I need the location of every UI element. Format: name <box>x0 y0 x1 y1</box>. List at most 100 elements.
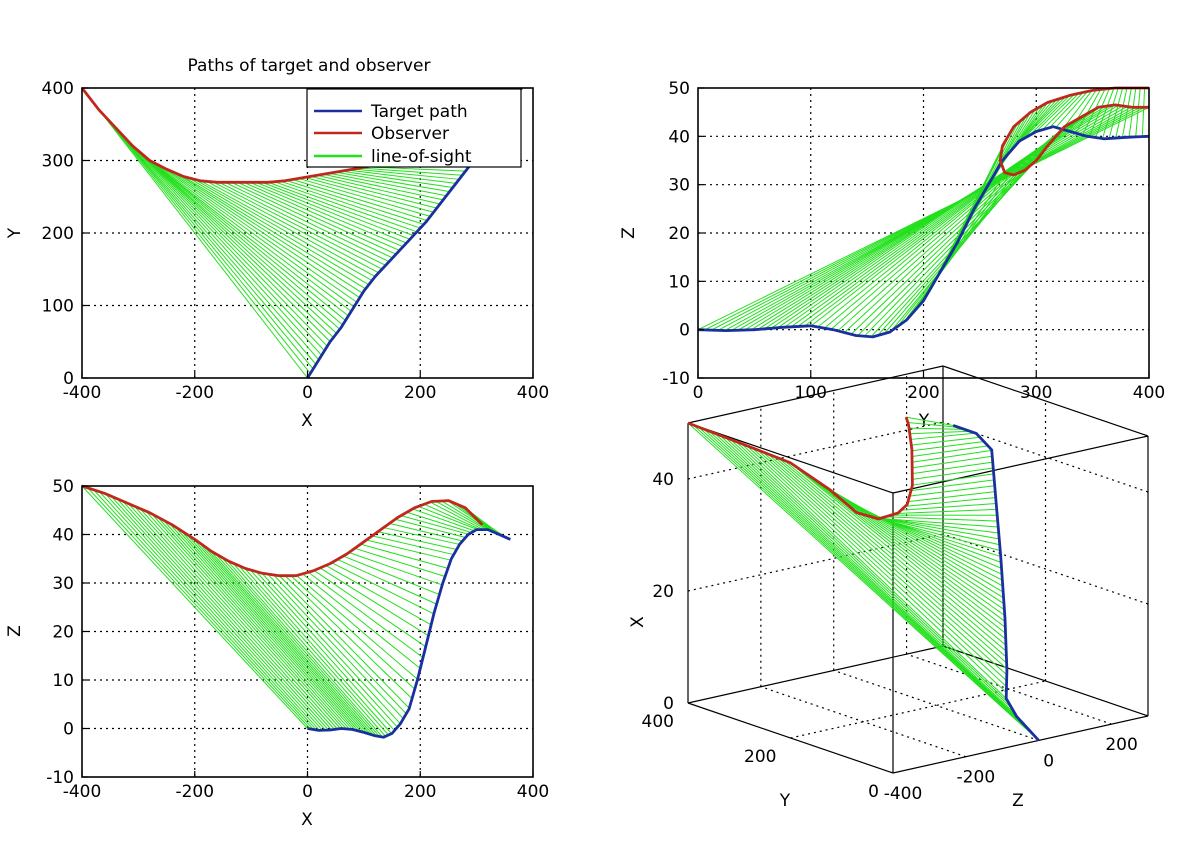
line-of-sight-segment <box>1101 87 1119 139</box>
line-of-sight-segment <box>103 115 323 356</box>
line-of-sight-segment <box>424 503 481 531</box>
line-of-sight-segment <box>168 522 353 730</box>
line-of-sight-segment <box>296 575 418 680</box>
line-of-sight-segment <box>261 572 401 725</box>
line-of-sight-segment <box>365 166 466 172</box>
line-of-sight-segment <box>746 445 1007 688</box>
line-of-sight-segment <box>840 498 1003 575</box>
line-of-sight-segment <box>170 170 360 299</box>
line-of-sight-segment <box>224 181 390 263</box>
axes-box-edge <box>942 365 1149 437</box>
line-of-sight-segment <box>158 164 355 308</box>
line-of-sight-segment <box>147 158 349 317</box>
series-observer-path <box>687 416 914 521</box>
line-of-sight-segment <box>218 181 386 266</box>
line-of-sight-segment <box>830 129 1062 330</box>
gridline-3d <box>942 533 1149 605</box>
line-of-sight-segment <box>400 515 469 535</box>
axes-box-edge <box>687 702 894 774</box>
y-tick-label: 400 <box>42 79 74 99</box>
line-of-sight-segment <box>194 178 373 282</box>
line-of-sight-segment <box>395 518 466 539</box>
line-of-sight-segment <box>87 487 311 730</box>
line-of-sight-segment <box>104 493 320 731</box>
line-of-sight-segment <box>1121 87 1132 138</box>
y-tick-label: 0 <box>63 720 74 740</box>
line-of-sight-segment <box>1022 96 1066 140</box>
x-tick-label: 300 <box>1020 383 1052 403</box>
line-of-sight-segment <box>94 104 317 365</box>
line-of-sight-segment <box>717 106 1137 331</box>
x-tick-label: 100 <box>795 383 827 403</box>
z-axis-label: X <box>628 616 648 628</box>
axes-box-edge <box>942 645 1149 717</box>
line-of-sight-segment <box>142 154 346 321</box>
z-tick-label: 40 <box>652 470 674 490</box>
line-of-sight-segment <box>1062 90 1093 130</box>
line-of-sight-segment <box>280 180 421 229</box>
line-of-sight-segment <box>412 508 475 532</box>
line-of-sight-segment <box>911 436 980 446</box>
line-of-sight-segment <box>824 125 1067 329</box>
axes-box-edge <box>687 365 944 424</box>
line-of-sight-segment <box>244 567 392 734</box>
line-of-sight-segment <box>337 558 437 605</box>
legend-entry-target: Target path <box>370 102 468 122</box>
line-of-sight-segment <box>116 498 326 731</box>
line-of-sight-segment <box>798 468 1006 628</box>
line-of-sight-segment <box>1141 87 1146 137</box>
line-of-sight-segment <box>911 445 989 457</box>
series-target-path <box>952 424 1040 742</box>
line-of-sight-segment <box>714 432 1019 720</box>
line-of-sight-segment <box>286 180 424 225</box>
line-of-sight-segment <box>783 459 1007 646</box>
gridline-3d <box>760 686 967 758</box>
line-of-sight-segment <box>85 93 311 374</box>
line-of-sight-segment <box>435 500 487 531</box>
line-of-sight-segment <box>757 105 1110 330</box>
line-of-sight-segment <box>909 430 971 435</box>
line-of-sight-segment <box>157 516 347 730</box>
line-of-sight-segment <box>209 549 374 736</box>
axes-box-edge <box>892 435 1149 494</box>
y-tick-label: 400 <box>642 712 674 732</box>
line-of-sight-segment <box>180 529 359 732</box>
line-of-sight-segment <box>907 422 959 428</box>
y-tick-label: -10 <box>46 768 74 788</box>
line-of-sight-segment <box>348 552 443 586</box>
line-of-sight-segment <box>323 173 444 201</box>
line-of-sight-segment <box>903 174 1015 323</box>
x-tick-label: 400 <box>517 383 549 403</box>
line-of-sight-segment <box>310 175 437 209</box>
line-of-sight-segment <box>354 547 446 577</box>
line-of-sight-segment <box>186 533 362 733</box>
line-of-sight-segment <box>261 181 411 240</box>
line-of-sight-segment <box>243 181 400 251</box>
axes-box-edge <box>687 645 944 704</box>
line-of-sight-segment <box>151 513 344 730</box>
line-of-sight-segment <box>896 508 997 515</box>
line-of-sight-segment <box>292 178 428 221</box>
z-tick-label: 0 <box>663 694 674 714</box>
line-of-sight-segment <box>81 87 308 379</box>
x-tick-label: 0 <box>693 383 704 403</box>
line-of-sight-segment <box>139 508 338 730</box>
line-of-sight-segment <box>1128 87 1137 138</box>
line-of-sight-segment <box>226 559 383 738</box>
gridline-3d <box>687 421 944 480</box>
line-of-sight-segment <box>711 106 1141 331</box>
line-of-sight-segment <box>909 427 965 430</box>
line-of-sight-segment <box>1015 97 1062 146</box>
line-of-sight-segment <box>910 432 976 440</box>
y-axis-label: Y <box>5 227 25 239</box>
line-of-sight-segment <box>1035 93 1075 133</box>
line-of-sight-segment <box>910 173 1011 316</box>
line-of-sight-segment <box>335 171 450 193</box>
line-of-sight-segment <box>900 502 997 511</box>
line-of-sight-segment <box>329 172 447 197</box>
line-of-sight-segment <box>249 569 395 731</box>
line-of-sight-segment <box>778 457 1007 652</box>
gridline-3d <box>790 680 1046 739</box>
y-tick-label: 40 <box>668 127 690 147</box>
